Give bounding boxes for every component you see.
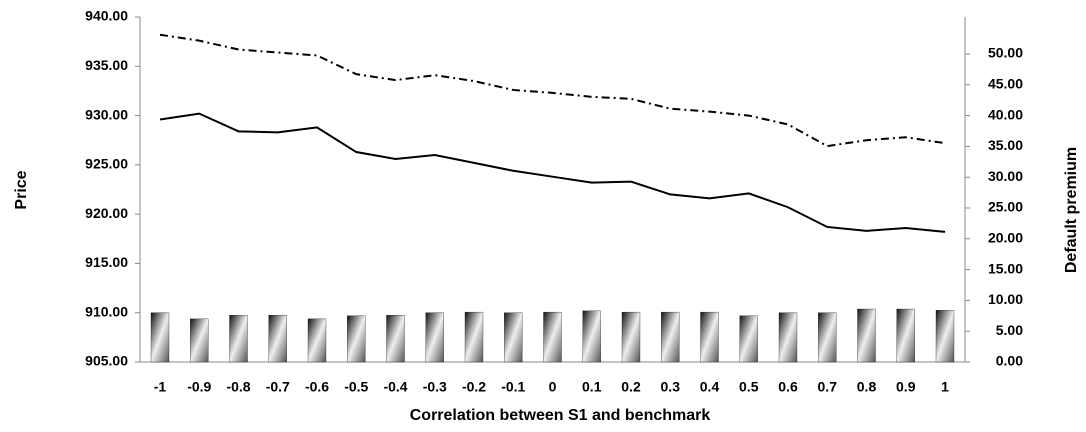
y-tick-label: 910.00	[85, 303, 128, 319]
bar	[935, 310, 955, 363]
y2-tick-label: 30.00	[988, 168, 1023, 184]
bar	[386, 315, 405, 363]
bar	[896, 308, 915, 363]
x-tick-label: 0.6	[778, 379, 798, 395]
bar	[504, 312, 523, 363]
y2-tick-label: 45.00	[988, 75, 1023, 91]
y-tick-label: 915.00	[85, 254, 128, 270]
y2-tick-label: 10.00	[988, 291, 1023, 307]
bar	[268, 315, 287, 363]
x-tick-label: -0.5	[344, 379, 368, 395]
x-axis-title: Correlation between S1 and benchmark	[410, 407, 711, 424]
x-tick-label: 0.1	[582, 379, 602, 395]
y2-tick-label: 25.00	[988, 199, 1023, 215]
y-tick-label: 925.00	[85, 156, 128, 172]
x-tick-label: 0.9	[896, 379, 916, 395]
bar	[307, 318, 327, 363]
bar	[190, 318, 209, 363]
bar	[229, 315, 248, 363]
x-tick-label: 0.4	[700, 379, 720, 395]
x-tick-label: -0.6	[305, 379, 329, 395]
bar	[425, 312, 444, 363]
y2-tick-label: 15.00	[988, 260, 1023, 276]
x-tick-label: 0.2	[621, 379, 641, 395]
bar	[700, 311, 719, 363]
bar	[150, 312, 170, 363]
bar	[464, 311, 484, 363]
y-axis-title: Price	[13, 170, 30, 209]
bar	[818, 312, 837, 363]
y-tick-label: 940.00	[85, 8, 128, 24]
x-tick-label: 1	[941, 379, 949, 395]
line-series	[159, 112, 946, 233]
bar	[347, 315, 366, 363]
x-tick-label: -0.8	[226, 379, 250, 395]
bar	[543, 311, 562, 363]
x-tick-label: -0.2	[462, 379, 486, 395]
y-tick-label: 935.00	[85, 57, 128, 73]
y-tick-label: 920.00	[85, 205, 128, 221]
y-tick-label: 930.00	[85, 106, 128, 122]
x-tick-label: 0.5	[739, 379, 759, 395]
line-series	[159, 33, 946, 148]
y2-tick-label: 20.00	[988, 229, 1023, 245]
bar	[739, 315, 758, 363]
y2-tick-label: 50.00	[988, 45, 1023, 61]
x-tick-label: -0.4	[383, 379, 407, 395]
y2-tick-label: 40.00	[988, 106, 1023, 122]
x-tick-label: -0.7	[266, 379, 290, 395]
bar	[661, 311, 680, 363]
x-tick-label: -1	[154, 379, 167, 395]
x-tick-label: -0.3	[423, 379, 447, 395]
x-tick-label: -0.1	[501, 379, 525, 395]
bar	[621, 311, 641, 363]
x-tick-label: 0.3	[661, 379, 681, 395]
y2-axis-title: Default premium	[1063, 147, 1080, 273]
x-tick-label: 0	[549, 379, 557, 395]
x-tick-label: 0.8	[857, 379, 877, 395]
x-tick-label: 0.7	[818, 379, 838, 395]
x-tick-label: -0.9	[187, 379, 211, 395]
y2-tick-label: 35.00	[988, 137, 1023, 153]
y2-tick-label: 0.00	[996, 353, 1023, 369]
bar	[778, 312, 798, 363]
bar	[857, 308, 876, 363]
y-tick-label: 905.00	[85, 353, 128, 369]
bar	[582, 310, 601, 363]
y2-tick-label: 5.00	[996, 322, 1023, 338]
